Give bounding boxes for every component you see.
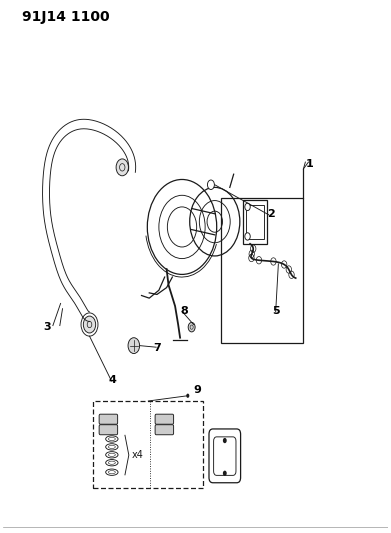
FancyBboxPatch shape: [155, 425, 174, 435]
Text: 3: 3: [43, 322, 51, 332]
FancyBboxPatch shape: [99, 425, 118, 435]
Text: 2: 2: [267, 209, 274, 219]
Text: 1: 1: [305, 159, 313, 168]
Text: 91J14 1100: 91J14 1100: [22, 10, 109, 24]
Circle shape: [188, 322, 195, 332]
Text: 9: 9: [194, 385, 201, 395]
Circle shape: [83, 316, 96, 333]
Text: x4: x4: [132, 450, 144, 460]
Text: 4: 4: [109, 375, 117, 385]
Circle shape: [223, 438, 227, 443]
Circle shape: [208, 180, 214, 190]
Circle shape: [116, 159, 128, 176]
FancyBboxPatch shape: [155, 414, 174, 424]
Text: 7: 7: [153, 343, 161, 353]
Bar: [246, 205, 264, 239]
Circle shape: [245, 203, 250, 211]
Circle shape: [128, 338, 140, 353]
Circle shape: [245, 233, 250, 240]
Circle shape: [186, 393, 189, 398]
Circle shape: [223, 471, 227, 476]
Bar: [93, 401, 203, 488]
Text: 8: 8: [180, 306, 188, 316]
Bar: [221, 198, 303, 343]
Bar: [243, 199, 267, 244]
FancyBboxPatch shape: [99, 414, 118, 424]
Text: 5: 5: [273, 306, 280, 316]
